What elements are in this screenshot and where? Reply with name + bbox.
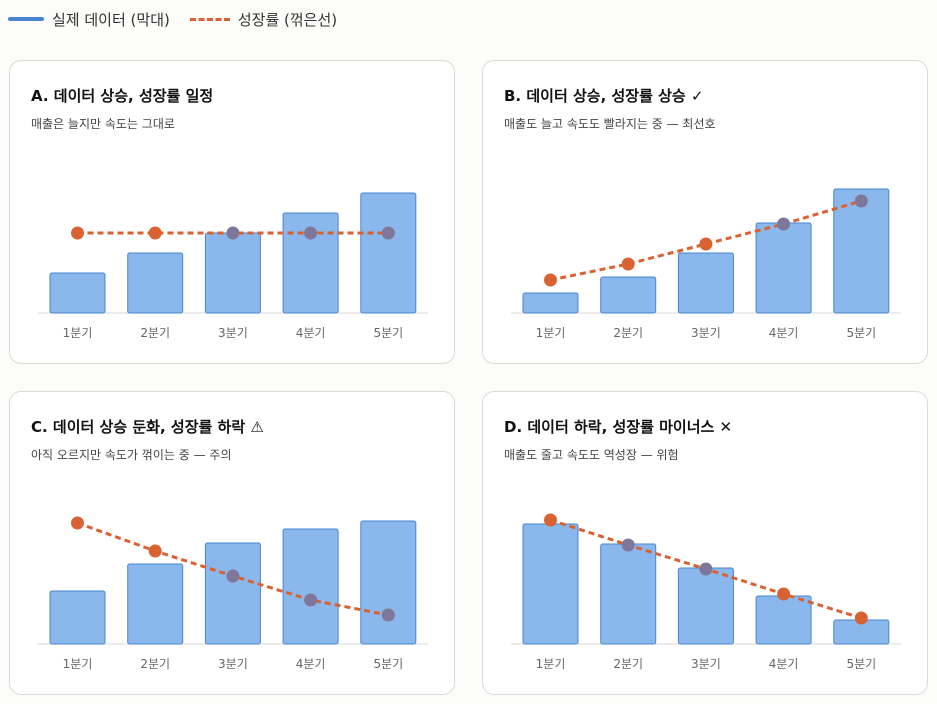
legend-bar-label: 실제 데이터 (막대) [52,10,170,29]
growth-point [544,273,557,287]
growth-point [226,569,240,583]
growth-point [226,226,240,240]
x-tick-label: 4분기 [769,657,799,671]
panel-subtitle: 매출도 늘고 속도도 빨라지는 중 — 최선호 [504,117,716,131]
panel-d: D. 데이터 하락, 성장률 마이너스 ✕ 매출도 줄고 속도도 역성장 — 위… [482,391,928,695]
bar [600,543,657,645]
legend-line-swatch [189,17,230,21]
x-tick-label: 5분기 [846,657,876,671]
legend-item-bar: 실제 데이터 (막대) [8,9,170,30]
growth-point [381,226,395,240]
legend-item-line: 성장률 (꺾은선) [189,9,338,30]
x-tick-label: 1분기 [63,657,93,671]
growth-line [550,199,862,282]
x-tick-label: 2분기 [613,657,643,671]
panel-title: D. 데이터 하락, 성장률 마이너스 ✕ [504,418,733,436]
bar [677,567,734,645]
bar [522,523,579,645]
growth-point [621,257,635,271]
growth-point [304,226,318,240]
x-tick-label: 3분기 [691,326,721,340]
growth-point [777,587,791,601]
panel-b: B. 데이터 상승, 성장률 상승 ✓ 매출도 늘고 속도도 빨라지는 중 — … [482,60,928,364]
x-tick-label: 2분기 [140,326,170,340]
bar [127,252,184,314]
x-tick-label: 1분기 [536,326,566,340]
bar [49,590,106,645]
legend-bar-swatch [8,17,44,21]
panel-title: C. 데이터 상승 둔화, 성장률 하락 ⚠ [31,418,264,436]
x-tick-label: 3분기 [218,657,248,671]
x-tick-label: 5분기 [373,326,403,340]
bar [833,188,890,314]
x-tick-label: 2분기 [613,326,643,340]
x-tick-label: 4분기 [769,326,799,340]
growth-point [777,217,791,231]
growth-point [621,538,635,552]
growth-point [148,544,162,558]
x-tick-label: 2분기 [140,657,170,671]
bar [360,520,417,645]
bar [127,563,184,645]
legend: 실제 데이터 (막대) 성장률 (꺾은선) [8,8,357,30]
x-tick-label: 3분기 [691,657,721,671]
chart-d: 1분기 2분기 3분기 4분기 5분기 [511,513,901,671]
growth-point [148,226,162,240]
x-tick-label: 5분기 [846,326,876,340]
x-tick-label: 5분기 [373,657,403,671]
growth-point [71,516,84,530]
panel-subtitle: 매출은 늘지만 속도는 그대로 [31,117,175,131]
bar [360,192,417,314]
legend-line-label: 성장률 (꺾은선) [237,10,338,29]
bar [755,222,812,314]
growth-point [71,226,84,240]
bar [755,595,812,645]
bar [204,232,261,314]
x-tick-label: 1분기 [536,657,566,671]
x-tick-label: 1분기 [63,326,93,340]
bar [49,272,106,314]
panel-title: B. 데이터 상승, 성장률 상승 ✓ [504,87,704,105]
x-tick-label: 3분기 [218,326,248,340]
chart-a: 1분기 2분기 3분기 4분기 5분기 [38,192,428,340]
panel-subtitle: 매출도 줄고 속도도 역성장 — 위험 [504,448,679,462]
bar [282,528,339,645]
panel-subtitle: 아직 오르지만 속도가 꺾이는 중 — 주의 [31,448,232,462]
growth-point [544,513,557,527]
growth-point [381,608,395,622]
bar [677,252,734,314]
growth-point [699,237,713,251]
x-tick-label: 4분기 [296,326,326,340]
bar [522,292,579,314]
panel-title: A. 데이터 상승, 성장률 일정 [31,87,214,105]
growth-point [304,593,318,607]
growth-point [854,611,868,625]
panel-c: C. 데이터 상승 둔화, 성장률 하락 ⚠ 아직 오르지만 속도가 꺾이는 중… [9,391,455,695]
x-tick-label: 4분기 [296,657,326,671]
chart-c: 1분기 2분기 3분기 4분기 5분기 [38,516,428,671]
growth-point [699,562,713,576]
bar [282,212,339,314]
bar [600,276,657,314]
bar [204,542,261,645]
growth-point [854,194,868,208]
panel-a: A. 데이터 상승, 성장률 일정 매출은 늘지만 속도는 그대로 1분기 2분기… [9,60,455,364]
chart-b: 1분기 2분기 3분기 4분기 5분기 [511,188,901,340]
